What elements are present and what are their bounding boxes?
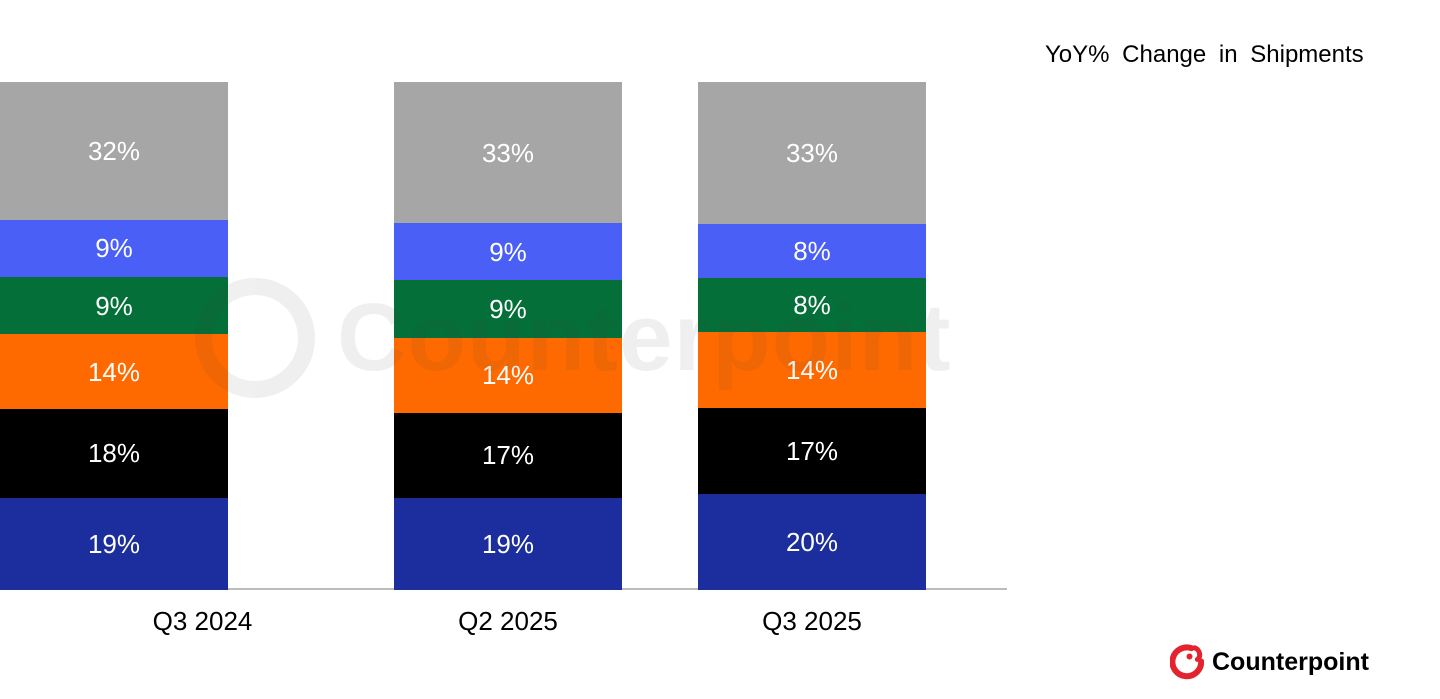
segment-xiaomi-q2-2025: 14% (698, 332, 926, 408)
segment-value-label: 33% (481, 137, 535, 168)
segment-oppo-q2-2025: 8% (698, 278, 926, 333)
segment-value-label: 8% (793, 236, 831, 267)
category-label: Q3 2025 (762, 606, 862, 636)
category-label: Q3 2024 (152, 606, 253, 636)
segment-value-label: 17% (785, 435, 839, 466)
legend-panel: YoY% Change in Shipments (1013, 30, 1411, 80)
counterpoint-logo-icon (1170, 644, 1204, 680)
segment-value-label: 14% (481, 360, 535, 391)
segment-others-q2-2025: 33% (698, 82, 926, 225)
bar-q2-2025: 33% 8% 8% 14% 17% 20% (698, 82, 926, 590)
segment-value-label: 19% (481, 528, 535, 559)
segment-apple-q3-2024: 17% (394, 412, 622, 498)
segment-value-label: 9% (95, 290, 133, 321)
segment-vivo-q3-2025: 9% (0, 219, 228, 277)
segment-value-label: 8% (793, 290, 831, 321)
segment-value-label: 32% (87, 135, 141, 166)
segment-value-label: 19% (87, 528, 141, 559)
segment-oppo-q3-2024: 9% (394, 280, 622, 338)
segment-samsung-q2-2025: 20% (698, 493, 926, 590)
segment-samsung-q3-2025: 19% (0, 497, 228, 590)
segment-vivo-q2-2025: 8% (698, 224, 926, 279)
counterpoint-brand-text: Counterpoint (1212, 647, 1369, 676)
segment-value-label: 17% (481, 440, 535, 471)
category-label: Q2 2025 (458, 606, 558, 636)
stacked-bar-plot: 33% 9% 9% 14% 17% 19% 33% 8% 8% 14% 17% 20% 32% 9% 9% 1… (0, 82, 1007, 636)
segment-value-label: 9% (489, 236, 527, 267)
segment-value-label: 20% (785, 526, 839, 557)
legend-title: YoY% Change in Shipments (1045, 41, 1364, 68)
segment-value-label: 9% (489, 294, 527, 325)
segment-value-label: 14% (87, 356, 141, 387)
bar-q3-2025: 32% 9% 9% 14% 18% 19% (0, 82, 228, 590)
segment-apple-q3-2025: 18% (0, 409, 228, 498)
segment-value-label: 9% (95, 233, 133, 264)
segment-others-q3-2024: 33% (394, 82, 622, 224)
segment-value-label: 14% (785, 355, 839, 386)
segment-value-label: 18% (87, 438, 141, 469)
counterpoint-brand: Counterpoint (1170, 644, 1369, 680)
segment-oppo-q3-2025: 9% (0, 276, 228, 335)
segment-value-label: 33% (785, 138, 839, 169)
segment-others-q3-2025: 32% (0, 82, 228, 220)
bar-q3-2024: 33% 9% 9% 14% 17% 19% (394, 82, 622, 590)
segment-samsung-q3-2024: 19% (394, 497, 622, 590)
segment-vivo-q3-2024: 9% (394, 223, 622, 281)
segment-xiaomi-q3-2025: 14% (0, 334, 228, 410)
segment-xiaomi-q3-2024: 14% (394, 337, 622, 413)
segment-apple-q2-2025: 17% (698, 407, 926, 494)
